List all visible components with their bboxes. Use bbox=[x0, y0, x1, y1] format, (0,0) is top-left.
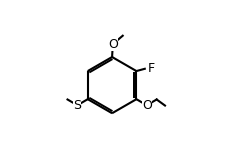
Text: F: F bbox=[148, 62, 155, 75]
Text: O: O bbox=[108, 38, 118, 51]
Text: S: S bbox=[74, 99, 82, 112]
Text: O: O bbox=[142, 99, 152, 112]
